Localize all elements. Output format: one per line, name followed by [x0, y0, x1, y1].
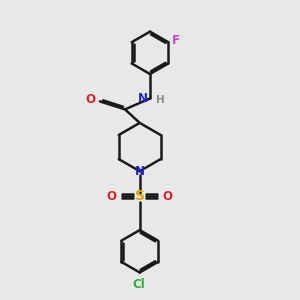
- Text: N: N: [135, 165, 145, 178]
- Text: F: F: [172, 34, 180, 47]
- Text: O: O: [86, 93, 96, 106]
- Text: S: S: [135, 189, 145, 203]
- Text: Cl: Cl: [133, 278, 146, 291]
- Text: N: N: [138, 92, 148, 105]
- Text: O: O: [107, 190, 117, 203]
- Text: H: H: [157, 95, 165, 105]
- Text: O: O: [163, 190, 173, 203]
